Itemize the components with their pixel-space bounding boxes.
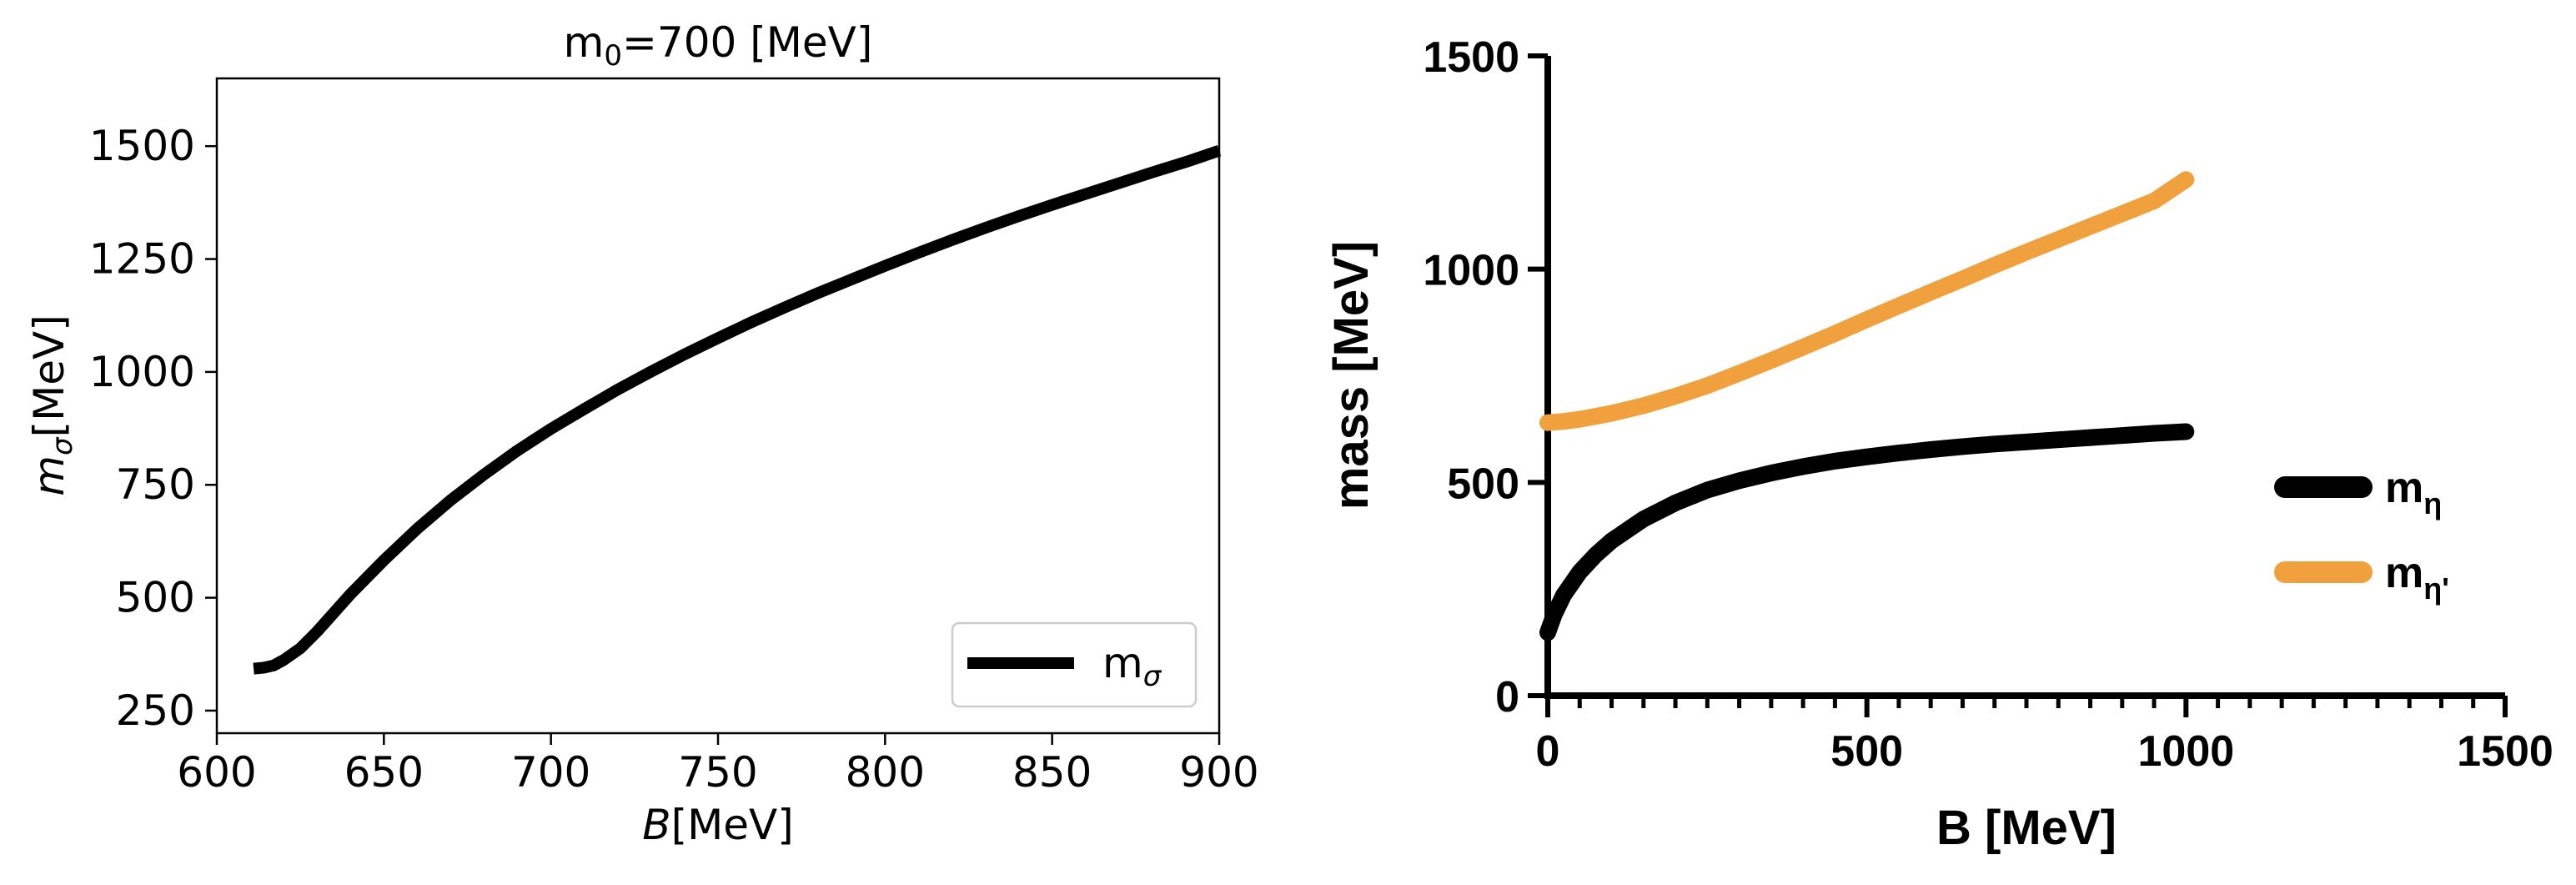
left-x-tick-label: 800 [846,748,925,797]
right-legend: mη mη' [2274,464,2449,606]
right-y-tick-label: 1000 [1423,247,1519,295]
right-y-tick-label: 500 [1447,460,1519,508]
left-y-tick-label: 750 [116,460,195,509]
left-chart-title: m0=700 [MeV] [564,18,873,73]
right-x-ticks: 0 500 1000 1500 [1536,696,2553,776]
left-y-axis-label: mσ[MeV] [25,314,79,495]
right-y-tick-label: 1500 [1423,33,1519,82]
right-x-minor-ticks [1577,696,2476,708]
right-x-tick-label: 1500 [2457,727,2553,776]
right-legend-label-m-eta-prime: mη' [2385,549,2449,606]
left-y-tick-label: 1500 [89,122,195,170]
left-y-tick-label: 1250 [89,235,195,284]
right-legend-label-m-eta: mη [2385,464,2442,520]
left-x-axis-label: B[MeV] [642,801,793,849]
right-x-tick-label: 500 [1830,727,1903,776]
left-y-tick-label: 1000 [89,348,195,396]
left-x-tick-label: 900 [1179,748,1258,797]
left-legend-label: mσ [1102,639,1162,693]
right-x-axis-label: B [MeV] [1936,801,2117,855]
right-chart: 0 500 1000 1500 0 500 1000 1500 B [MeV] mass [… [1324,33,2553,855]
left-x-tick-label: 650 [344,748,424,797]
left-y-tick-label: 250 [116,686,195,735]
left-series-m-sigma-line [253,144,1222,675]
right-y-ticks: 0 500 1000 1500 [1423,33,1548,722]
left-x-tick-label: 850 [1012,748,1092,797]
left-x-tick-label: 700 [511,748,590,797]
left-x-tick-label: 600 [177,748,256,797]
left-y-ticks: 250 500 750 1000 1250 1500 [89,122,217,735]
right-series-m-eta-prime-line [1539,171,2195,431]
right-x-tick-label: 1000 [2137,727,2234,776]
left-x-tick-label: 750 [678,748,757,797]
left-legend: mσ [951,621,1198,708]
left-x-ticks: 600 650 700 750 800 850 900 [177,733,1259,797]
right-series-m-eta-line [1539,423,2195,641]
left-y-tick-label: 500 [116,574,195,622]
right-y-tick-label: 0 [1495,673,1519,722]
right-x-tick-label: 0 [1536,727,1560,776]
left-chart: m0=700 [MeV] 600 650 700 750 800 850 900 250 50… [25,18,1259,849]
right-y-axis-label: mass [MeV] [1324,241,1378,510]
